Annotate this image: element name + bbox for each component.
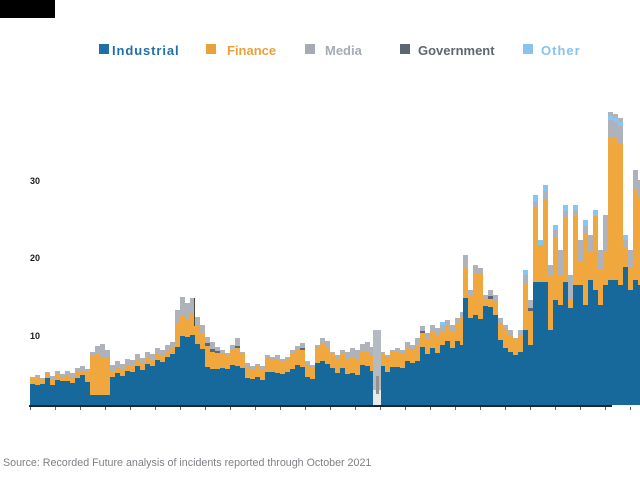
svg-text:Other: Other [541, 43, 581, 58]
svg-text:Government: Government [418, 43, 495, 58]
svg-text:Source: Recorded Future analys: Source: Recorded Future analysis of inci… [3, 457, 371, 469]
svg-text:Media: Media [325, 43, 363, 58]
svg-text:30: 30 [30, 176, 40, 186]
svg-text:Finance: Finance [227, 43, 276, 58]
svg-text:Industrial: Industrial [112, 43, 180, 58]
svg-text:10: 10 [30, 331, 40, 341]
svg-text:20: 20 [30, 253, 40, 263]
